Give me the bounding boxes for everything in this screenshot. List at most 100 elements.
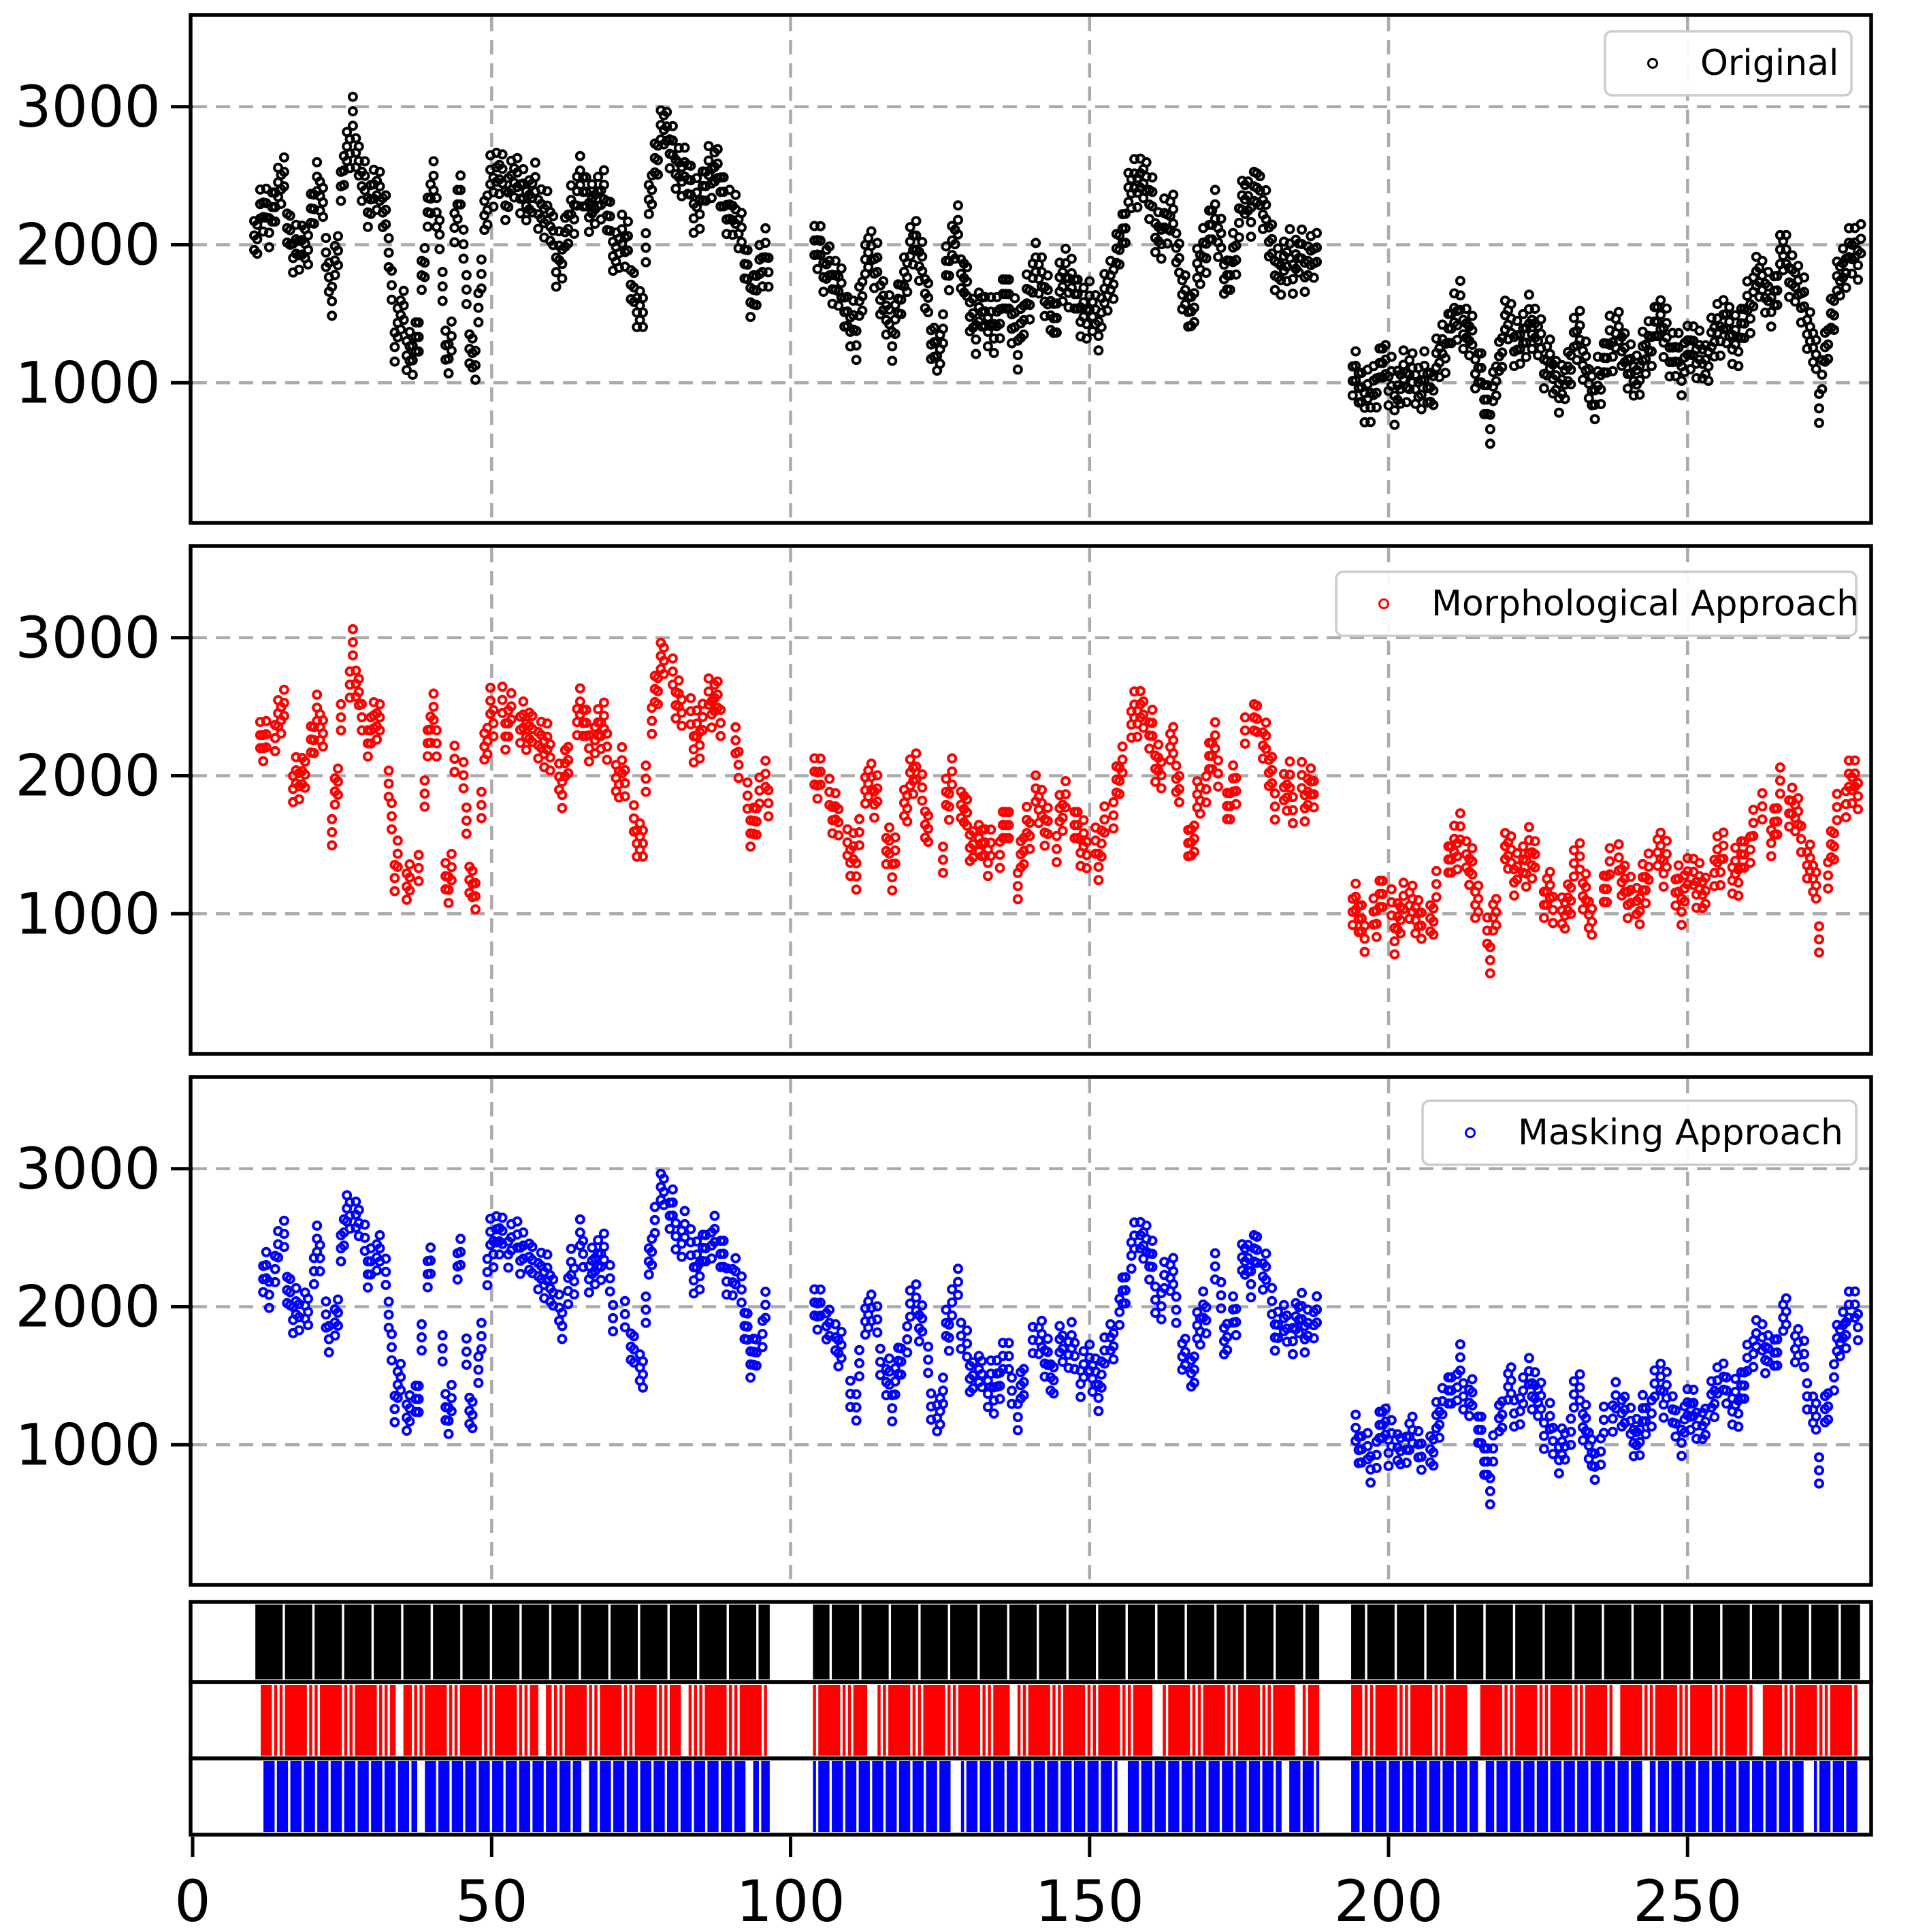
- data-point: [1442, 355, 1449, 362]
- data-point: [1717, 869, 1724, 876]
- data-point: [1815, 935, 1823, 943]
- data-point: [1044, 1335, 1052, 1342]
- data-point: [1271, 803, 1279, 810]
- data-point: [278, 200, 285, 208]
- data-point: [1212, 1263, 1219, 1270]
- data-point: [1815, 1480, 1823, 1487]
- data-point: [1038, 1317, 1045, 1325]
- data-point: [1734, 879, 1742, 886]
- data-point: [681, 144, 689, 151]
- data-point: [853, 342, 860, 349]
- panel-morphological: 3000 2000 1000 Morphological Approach: [15, 546, 1871, 1054]
- data-point: [361, 1221, 369, 1228]
- data-point: [436, 231, 443, 238]
- data-point: [639, 1371, 647, 1379]
- data-point: [963, 1327, 971, 1334]
- data-point: [1783, 1308, 1790, 1315]
- data-point: [364, 1284, 372, 1291]
- data-point: [1528, 1406, 1536, 1413]
- data-point: [856, 1372, 863, 1380]
- data-point: [693, 720, 700, 727]
- data-point: [913, 750, 920, 757]
- data-point: [672, 185, 679, 193]
- data-point: [1615, 841, 1623, 848]
- data-point: [585, 1289, 593, 1296]
- data-point: [373, 736, 380, 743]
- data-point: [1717, 882, 1724, 889]
- data-point: [1813, 882, 1820, 889]
- data-point: [1783, 1295, 1790, 1302]
- data-point: [817, 755, 824, 762]
- data-point: [696, 755, 704, 762]
- data-point: [660, 657, 668, 664]
- data-point: [448, 318, 455, 325]
- data-point: [1660, 1414, 1668, 1421]
- data-point: [948, 1299, 956, 1306]
- data-point: [549, 212, 557, 220]
- data-point: [457, 172, 464, 179]
- data-point: [1815, 1466, 1823, 1474]
- data-point: [871, 814, 878, 822]
- data-point: [1717, 352, 1724, 359]
- data-point: [1109, 811, 1117, 819]
- data-point: [978, 1370, 986, 1378]
- data-point: [1289, 1338, 1297, 1345]
- data-point: [1469, 1376, 1476, 1383]
- data-point: [1734, 1423, 1742, 1430]
- data-point: [642, 229, 649, 237]
- data-point: [439, 297, 447, 305]
- data-point: [747, 1374, 754, 1381]
- data-point: [577, 152, 584, 160]
- data-point: [1660, 883, 1668, 890]
- data-point: [675, 677, 683, 684]
- data-point: [996, 865, 1004, 872]
- data-point: [1749, 806, 1757, 814]
- data-point: [1212, 201, 1219, 208]
- data-point: [570, 1264, 578, 1272]
- data-point: [957, 1319, 964, 1327]
- data-point: [1310, 1334, 1318, 1342]
- data-point: [939, 325, 947, 332]
- data-point: [1815, 922, 1823, 930]
- data-point: [1508, 1364, 1515, 1371]
- data-point: [355, 143, 363, 150]
- data-point: [660, 1175, 668, 1182]
- data-point: [463, 300, 470, 308]
- data-point: [1783, 1321, 1790, 1328]
- data-point: [903, 818, 911, 825]
- data-point: [1815, 949, 1823, 956]
- data-point: [460, 785, 468, 792]
- data-point: [385, 1298, 393, 1306]
- data-point: [1459, 1393, 1467, 1400]
- data-point: [856, 828, 863, 836]
- data-point: [642, 1319, 649, 1327]
- data-point: [678, 1253, 685, 1261]
- data-point: [304, 1321, 312, 1329]
- data-point: [1561, 1456, 1569, 1464]
- data-point: [762, 225, 769, 232]
- data-point: [1546, 1399, 1554, 1406]
- data-point: [409, 371, 417, 379]
- data-point: [1095, 332, 1102, 340]
- data-point: [817, 1286, 824, 1293]
- data-point: [1068, 1319, 1075, 1326]
- data-point: [1540, 1445, 1548, 1453]
- data-point: [1570, 315, 1578, 322]
- data-point: [1474, 882, 1482, 890]
- data-point: [376, 1231, 384, 1239]
- data-point: [639, 853, 647, 860]
- data-point: [1525, 1354, 1533, 1362]
- data-point: [349, 108, 357, 115]
- data-point: [331, 1332, 339, 1339]
- data-point: [990, 1410, 998, 1417]
- data-point: [1005, 1353, 1013, 1360]
- data-point: [1158, 758, 1165, 766]
- data-point: [648, 717, 655, 724]
- data-point: [1433, 894, 1440, 901]
- data-point: [1169, 191, 1177, 199]
- data-point: [1212, 719, 1219, 726]
- data-point: [1454, 866, 1461, 873]
- data-point: [355, 688, 363, 696]
- data-point: [856, 816, 863, 823]
- data-point: [1854, 805, 1862, 813]
